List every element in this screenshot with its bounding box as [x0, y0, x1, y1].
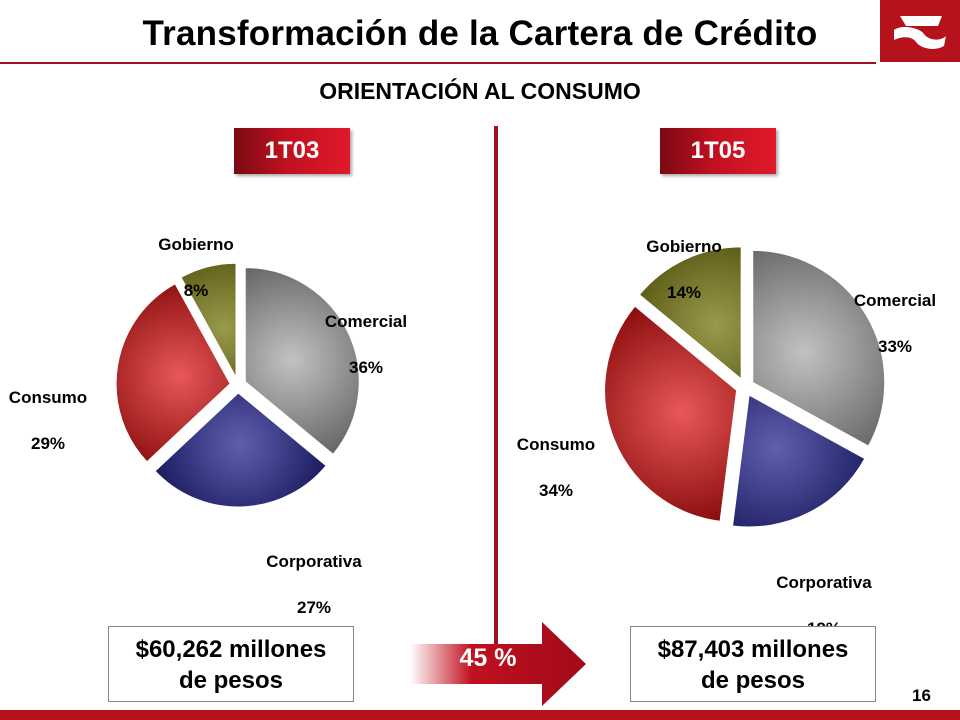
pie-slice-1t03-comercial — [244, 267, 360, 455]
slice-label-1t03-consumo: Consumo 29% — [0, 363, 96, 455]
total-amount: $60,262 millones — [135, 636, 327, 663]
slice-value: 14% — [666, 283, 702, 302]
slice-label-1t03-gobierno: Gobierno 8% — [140, 210, 252, 302]
pie-slice-1t05-corporativa — [731, 394, 866, 528]
slide-subtitle: ORIENTACIÓN AL CONSUMO — [319, 78, 641, 104]
slice-value: 8% — [183, 281, 209, 300]
slice-label-1t03-comercial: Comercial 36% — [296, 287, 436, 379]
total-amount: $87,403 millones — [657, 636, 849, 663]
slice-value: 29% — [30, 434, 66, 453]
pie-slice-1t03-consumo — [115, 283, 231, 463]
pie-slice-1t05-consumo — [604, 305, 738, 522]
slice-label-1t05-gobierno: Gobierno 14% — [622, 212, 746, 304]
slice-name: Comercial — [324, 312, 408, 331]
banorte-logo-icon — [894, 16, 946, 49]
slice-name: Consumo — [516, 435, 596, 454]
portfolio-total-1t05: $87,403 millones de pesos — [630, 626, 876, 702]
slice-name: Gobierno — [646, 237, 722, 256]
pie-slice-1t05-comercial — [752, 249, 886, 447]
slice-name: Gobierno — [158, 235, 234, 254]
pie-slice-1t03-gobierno — [180, 262, 237, 378]
pie-slice-1t05-gobierno — [638, 246, 742, 380]
growth-arrow-icon — [410, 622, 586, 706]
period-badge-1t03: 1T03 — [234, 128, 350, 174]
slice-name: Corporativa — [266, 552, 362, 571]
footer-bar — [0, 710, 960, 720]
title-underline — [0, 62, 876, 64]
growth-percentage: 45 % — [459, 644, 517, 672]
slice-value: 34% — [538, 481, 574, 500]
slice-name: Corporativa — [776, 573, 872, 592]
total-unit: de pesos — [178, 667, 284, 694]
slice-name: Comercial — [853, 291, 937, 310]
brand-logo — [880, 0, 960, 62]
portfolio-total-1t03: $60,262 millones de pesos — [108, 626, 354, 702]
slice-value: 33% — [877, 337, 913, 356]
period-divider — [494, 126, 498, 651]
period-badge-1t05: 1T05 — [660, 128, 776, 174]
page-number: 16 — [912, 686, 931, 705]
slice-label-1t05-consumo: Consumo 34% — [500, 410, 612, 502]
slice-label-1t05-comercial: Comercial 33% — [830, 266, 960, 358]
slice-label-1t03-corporativa: Corporativa 27% — [244, 527, 384, 619]
slice-value: 27% — [296, 598, 332, 617]
slide-title: Transformación de la Cartera de Crédito — [142, 14, 818, 53]
pie-slice-1t03-corporativa — [154, 392, 327, 508]
slice-name: Consumo — [8, 388, 88, 407]
total-unit: de pesos — [700, 667, 806, 694]
slice-value: 36% — [348, 358, 384, 377]
